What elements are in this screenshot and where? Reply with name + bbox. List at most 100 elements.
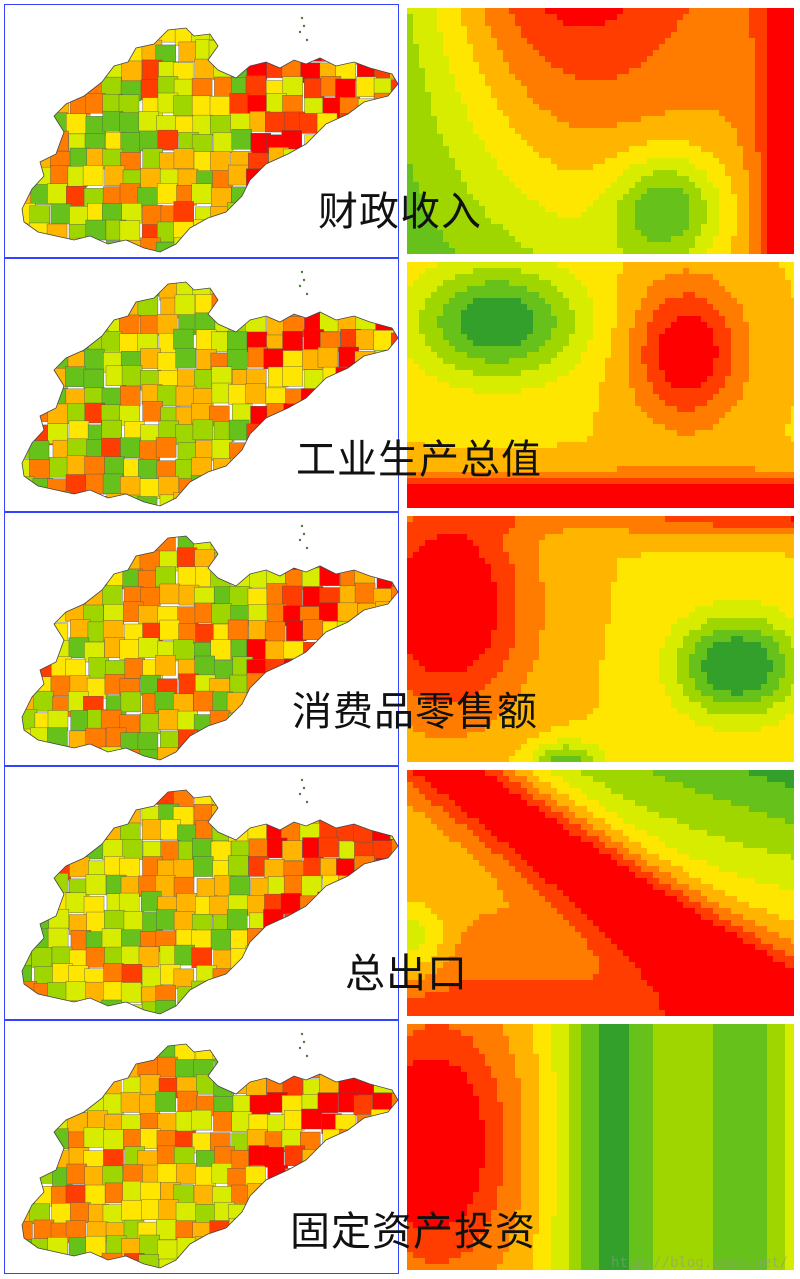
island	[305, 38, 309, 42]
surface-cell	[767, 176, 774, 183]
surface-cell	[527, 316, 534, 323]
surface-cell	[497, 80, 504, 87]
surface-cell	[743, 158, 750, 165]
surface-cell	[647, 68, 654, 75]
surface-cell	[545, 316, 552, 323]
surface-cell	[569, 340, 576, 347]
surface-cell	[413, 62, 420, 69]
surface-cell	[617, 68, 624, 75]
surface-cell	[449, 38, 456, 45]
county	[49, 456, 70, 478]
surface-cell	[773, 310, 780, 317]
surface-cell	[407, 56, 414, 63]
surface-cell	[443, 418, 450, 425]
surface-cell	[491, 200, 498, 207]
surface-cell	[443, 400, 450, 407]
surface-cell	[779, 56, 786, 63]
surface-cell	[617, 304, 624, 311]
surface-cell	[473, 316, 480, 323]
surface-cell	[761, 310, 768, 317]
surface-cell	[701, 140, 708, 147]
surface-cell	[773, 376, 780, 383]
surface-cell	[533, 194, 540, 201]
surface-cell	[533, 206, 540, 213]
surface-cell	[773, 346, 780, 353]
surface-cell	[743, 140, 750, 147]
surface-cell	[569, 32, 576, 39]
surface-cell	[497, 158, 504, 165]
surface-cell	[689, 176, 696, 183]
surface-cell	[479, 310, 486, 317]
surface-cell	[755, 376, 762, 383]
surface-cell	[761, 128, 768, 135]
surface-cell	[539, 334, 546, 341]
surface-cell	[587, 86, 594, 93]
surface-cell	[641, 8, 648, 15]
surface-cell	[473, 134, 480, 141]
surface-cell	[509, 152, 516, 159]
surface-cell	[485, 394, 492, 401]
surface-cell	[593, 364, 600, 371]
surface-cell	[761, 146, 768, 153]
surface-cell	[629, 170, 636, 177]
surface-cell	[641, 248, 648, 254]
surface-cell	[641, 218, 648, 225]
surface-cell	[707, 200, 714, 207]
surface-cell	[407, 20, 414, 27]
surface-cell	[707, 98, 714, 105]
surface-cell	[707, 44, 714, 51]
surface-cell	[407, 322, 414, 329]
surface-cell	[527, 212, 534, 219]
surface-cell	[461, 280, 468, 287]
surface-cell	[419, 8, 426, 15]
surface-cell	[755, 56, 762, 63]
surface-cell	[563, 412, 570, 419]
surface-cell	[623, 322, 630, 329]
surface-cell	[767, 146, 774, 153]
surface-cell	[683, 346, 690, 353]
surface-cell	[683, 418, 690, 425]
surface-cell	[791, 376, 794, 383]
surface-cell	[479, 200, 486, 207]
surface-cell	[413, 86, 420, 93]
county	[101, 419, 122, 441]
surface-cell	[551, 116, 558, 123]
surface-cell	[581, 248, 588, 254]
surface-cell	[425, 188, 432, 195]
surface-cell	[425, 328, 432, 335]
surface-cell	[677, 110, 684, 117]
surface-cell	[575, 230, 582, 237]
surface-cell	[641, 50, 648, 57]
surface-cell	[407, 74, 414, 81]
surface-cell	[713, 116, 720, 123]
surface-cell	[755, 188, 762, 195]
surface-cell	[461, 188, 468, 195]
surface-cell	[545, 322, 552, 329]
surface-cell	[737, 406, 744, 413]
surface-cell	[413, 388, 420, 395]
surface-cell	[629, 38, 636, 45]
surface-cell	[671, 20, 678, 27]
county	[121, 365, 143, 386]
surface-cell	[443, 248, 450, 254]
surface-cell	[491, 406, 498, 413]
surface-cell	[719, 346, 726, 353]
surface-cell	[725, 32, 732, 39]
surface-cell	[677, 170, 684, 177]
surface-cell	[653, 158, 660, 165]
surface-cell	[599, 242, 606, 249]
surface-cell	[743, 400, 750, 407]
surface-cell	[551, 134, 558, 141]
surface-cell	[647, 20, 654, 27]
surface-cell	[785, 248, 792, 254]
surface-cell	[671, 370, 678, 377]
surface-cell	[731, 248, 738, 254]
surface-cell	[485, 268, 492, 275]
surface-cell	[539, 376, 546, 383]
surface-cell	[449, 146, 456, 153]
surface-cell	[515, 50, 522, 57]
surface-cell	[629, 418, 636, 425]
surface-cell	[653, 322, 660, 329]
surface-cell	[551, 8, 558, 15]
surface-cell	[479, 110, 486, 117]
